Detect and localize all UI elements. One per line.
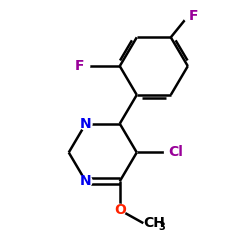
Circle shape (80, 118, 92, 130)
Text: F: F (189, 10, 198, 24)
Text: 3: 3 (158, 222, 165, 232)
Text: N: N (80, 174, 92, 188)
Text: Cl: Cl (169, 146, 184, 160)
Text: O: O (114, 203, 126, 217)
Circle shape (184, 11, 194, 22)
Circle shape (164, 144, 181, 161)
Text: F: F (75, 59, 85, 73)
Circle shape (80, 175, 92, 188)
Text: CH: CH (143, 216, 165, 230)
Text: N: N (80, 117, 92, 131)
Circle shape (114, 204, 126, 216)
Circle shape (79, 61, 90, 71)
